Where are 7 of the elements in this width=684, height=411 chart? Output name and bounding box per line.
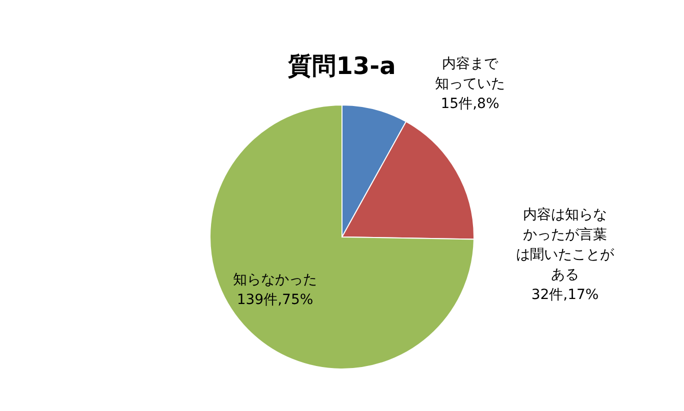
- data-label: 15件,8%: [440, 96, 500, 112]
- data-label: 32件,17%: [531, 287, 599, 303]
- chart-title: 質問13-a: [287, 52, 396, 80]
- slice-label: 内容まで知っていた: [435, 56, 505, 92]
- data-label: 139件,75%: [236, 292, 314, 308]
- slice-label: 内容は知らなかったが言葉は聞いたことがある: [516, 207, 615, 283]
- slice-label: 知らなかった: [233, 272, 317, 288]
